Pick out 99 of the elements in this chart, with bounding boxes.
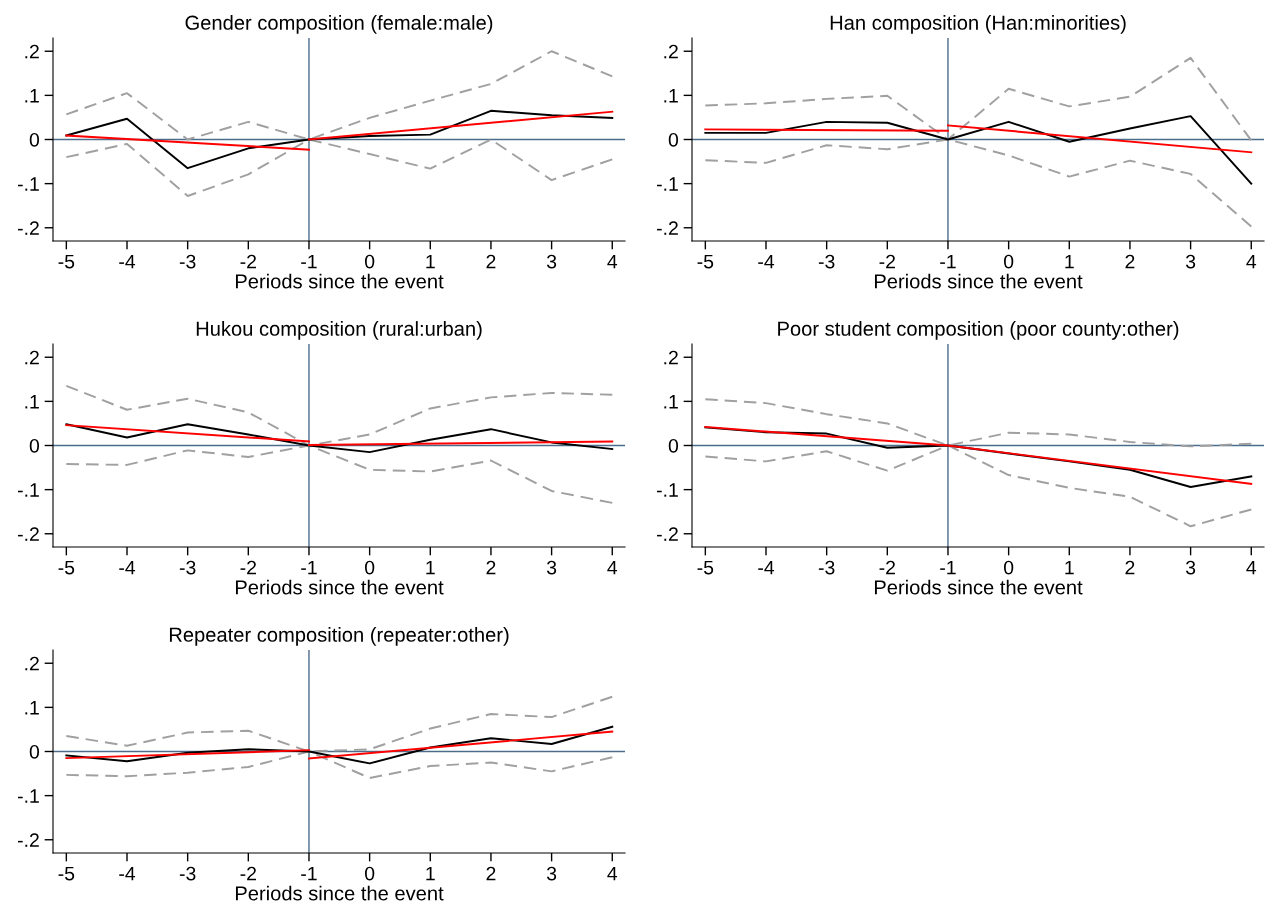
x-tick-label: 1 <box>1065 560 1074 575</box>
line-series <box>65 750 614 779</box>
y-tick-label: -.2 <box>17 221 39 235</box>
x-tick-label: -1 <box>301 254 317 269</box>
x-tick-label: 2 <box>486 560 496 575</box>
y-tick-label: .2 <box>25 350 39 365</box>
y-tick-label: .1 <box>664 395 678 409</box>
line-series <box>704 398 1253 448</box>
chart-title: Gender composition (female:male) <box>185 15 493 34</box>
y-tick-label: .1 <box>664 89 678 103</box>
line-series <box>65 384 614 447</box>
y-tick-label: 0 <box>29 438 40 453</box>
y-tick-label: 0 <box>29 744 40 759</box>
x-axis-title: Periods since the event <box>874 579 1083 595</box>
x-tick-label: -3 <box>179 866 196 881</box>
x-tick-label: 3 <box>1185 560 1196 575</box>
chart-title: Poor student composition (poor county:other) <box>778 321 1179 340</box>
line-series <box>704 56 1253 142</box>
y-tick-label: -.1 <box>17 483 39 497</box>
x-tick-label: 4 <box>607 254 618 269</box>
x-tick-label: -4 <box>758 560 775 575</box>
x-axis-title: Periods since the event <box>235 273 444 289</box>
x-tick-label: -2 <box>240 254 256 269</box>
x-tick-label: 2 <box>486 866 496 881</box>
y-tick-label: .2 <box>25 44 39 59</box>
x-tick-label: -2 <box>879 254 895 269</box>
x-tick-label: 4 <box>1246 560 1257 575</box>
x-tick-label: -3 <box>179 254 196 269</box>
x-tick-label: 4 <box>1246 254 1257 269</box>
x-tick-label: -3 <box>818 254 835 269</box>
x-tick-label: 3 <box>1185 254 1196 269</box>
x-tick-label: -5 <box>58 866 75 881</box>
x-tick-label: -5 <box>697 560 714 575</box>
x-tick-label: 0 <box>364 560 375 575</box>
x-tick-label: -5 <box>58 254 75 269</box>
line-series <box>65 695 614 753</box>
line-series <box>65 109 614 170</box>
x-tick-label: -5 <box>58 560 75 575</box>
x-tick-label: 3 <box>546 254 557 269</box>
chart-title: Han composition (Han:minorities) <box>830 15 1126 34</box>
y-tick-label: -.1 <box>17 789 39 803</box>
x-tick-label: -3 <box>818 560 835 575</box>
y-tick-label: .1 <box>25 395 39 409</box>
x-tick-label: -5 <box>697 254 714 269</box>
x-tick-label: -2 <box>879 560 895 575</box>
y-tick-label: -.2 <box>17 527 39 541</box>
line-series <box>704 444 1253 528</box>
chart-title: Repeater composition (repeater:other) <box>169 627 509 646</box>
x-axis-title: Periods since the event <box>874 273 1083 289</box>
x-tick-label: 1 <box>426 866 435 881</box>
x-tick-label: 3 <box>546 560 557 575</box>
x-tick-label: -1 <box>940 254 956 269</box>
x-tick-label: -2 <box>240 866 256 881</box>
x-tick-label: -2 <box>240 560 256 575</box>
x-tick-label: 1 <box>426 560 435 575</box>
y-tick-label: .2 <box>664 44 678 59</box>
line-series <box>65 50 614 141</box>
x-tick-label: 0 <box>364 866 375 881</box>
y-tick-label: .2 <box>664 350 678 365</box>
x-tick-label: 2 <box>1125 254 1135 269</box>
y-tick-label: 0 <box>668 132 679 147</box>
x-tick-label: -4 <box>119 560 136 575</box>
line-series <box>704 115 1253 185</box>
x-tick-label: -1 <box>940 560 956 575</box>
y-tick-label: .1 <box>25 701 39 715</box>
x-axis-title: Periods since the event <box>235 579 444 595</box>
x-tick-label: -3 <box>179 560 196 575</box>
y-tick-label: 0 <box>668 438 679 453</box>
x-tick-label: 2 <box>1125 560 1135 575</box>
y-tick-label: -.1 <box>656 483 678 497</box>
x-tick-label: -4 <box>758 254 775 269</box>
x-tick-label: 4 <box>607 560 618 575</box>
x-tick-label: 0 <box>1003 560 1014 575</box>
x-tick-label: 1 <box>426 254 435 269</box>
x-tick-label: 4 <box>607 866 618 881</box>
line-series <box>704 138 1253 228</box>
x-tick-label: -4 <box>119 254 136 269</box>
y-tick-label: -.2 <box>17 833 39 847</box>
y-tick-label: -.1 <box>656 177 678 191</box>
x-tick-label: 0 <box>1003 254 1014 269</box>
x-tick-label: 0 <box>364 254 375 269</box>
line-series <box>65 725 614 765</box>
x-tick-label: -4 <box>119 866 136 881</box>
y-tick-label: -.2 <box>656 221 678 235</box>
chart-title: Hukou composition (rural:urban) <box>196 321 482 340</box>
x-tick-label: -1 <box>301 560 317 575</box>
y-tick-label: .2 <box>25 656 39 671</box>
x-tick-label: 1 <box>1065 254 1074 269</box>
line-series <box>65 423 614 454</box>
x-tick-label: -1 <box>301 866 317 881</box>
line-series <box>65 138 614 197</box>
line-series <box>65 444 614 504</box>
x-axis-title: Periods since the event <box>235 885 444 901</box>
x-tick-label: 2 <box>486 254 496 269</box>
x-tick-label: 3 <box>546 866 557 881</box>
y-tick-label: .1 <box>25 89 39 103</box>
y-tick-label: -.2 <box>656 527 678 541</box>
y-tick-label: -.1 <box>17 177 39 191</box>
y-tick-label: 0 <box>29 132 40 147</box>
